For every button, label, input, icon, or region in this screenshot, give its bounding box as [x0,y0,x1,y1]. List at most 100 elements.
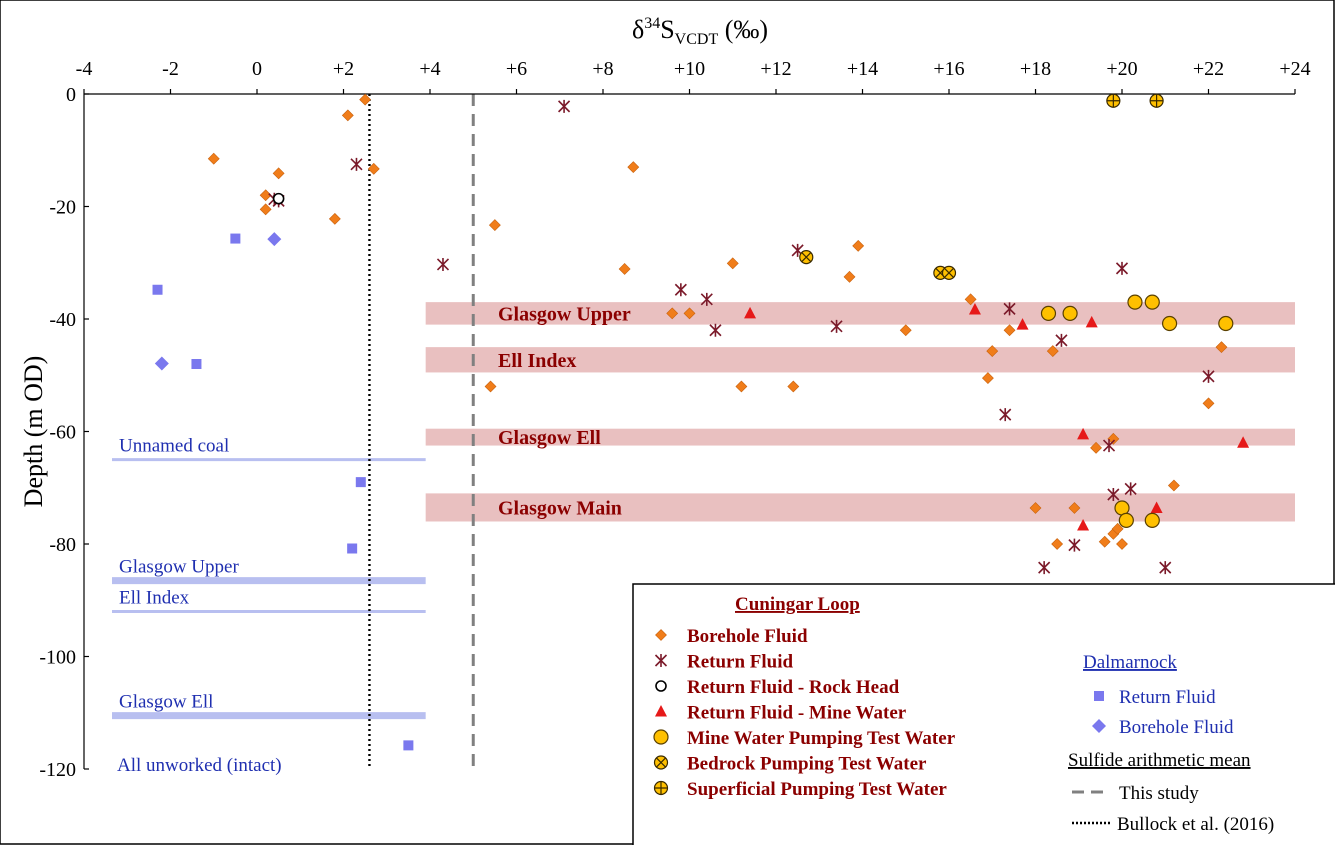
data-point [558,99,571,113]
y-axis: 0 -20 -40 -60 -80 -100 -120 [39,84,89,781]
data-point [964,293,977,306]
data-point-cross [944,267,954,278]
data-point [618,263,631,275]
x-tick-label: +22 [1193,58,1224,80]
legend-label: Return Fluid - Mine Water [687,703,907,724]
y-tick-label: -60 [49,422,76,444]
data-point [230,233,241,244]
legend-marker [655,680,667,692]
data-point [1237,436,1250,448]
x-tick-label: +8 [592,58,613,80]
data-point [726,257,739,270]
x-axis-title: δ34SVCDT (‰) [632,15,768,48]
data-point-plus [1106,94,1120,108]
x-title-sub: VCDT [675,31,719,48]
data-point [191,359,202,369]
legend-label: Bedrock Pumping Test Water [687,754,927,775]
data-point [1068,538,1081,552]
x-tick-label: +4 [419,58,440,80]
data-point [700,292,713,306]
y-tick-label: -100 [39,647,76,669]
seam-band-label: Glasgow Upper [498,303,631,325]
data-point [1040,305,1057,321]
seam-band [425,302,1295,325]
series-cuningar-loop-return-fluid-rock-head [272,192,285,205]
legend-mean-title: Sulfide arithmetic mean [1068,750,1251,771]
data-point [1167,479,1180,492]
data-point [259,203,272,216]
x-tick-label: +16 [933,58,964,80]
data-point [1202,369,1215,383]
legend-label: Return Fluid - Rock Head [687,677,900,698]
data-point [207,152,220,165]
x-tick-label: +10 [674,58,705,80]
data-point [359,93,372,106]
legend-marker [655,629,667,641]
data-point [1003,324,1016,337]
data-point [1215,341,1228,354]
x-tick-label: -2 [162,58,179,80]
y-tick-label: -80 [49,534,76,556]
data-point [1062,305,1078,321]
series-dalmarnock-borehole-fluid [154,232,282,371]
data-point [1098,535,1111,548]
legend-cuningar-title: Cuningar Loop [735,594,860,615]
legend-label: Mine Water Pumping Test Water [687,728,956,749]
x-tick-label: 0 [252,58,262,80]
data-point-plus [1150,94,1164,108]
seam-bands: Glasgow Upper Ell Index Glasgow Ell Glasgow… [425,302,1295,522]
data-point [1051,538,1064,550]
y-tick-label: -120 [39,759,76,781]
x-title-s: S [660,15,674,44]
dalmarnock-seam-label: Glasgow Ell [119,692,213,713]
data-point [355,477,366,488]
data-point [1090,441,1102,454]
x-tick-label: +2 [333,58,354,80]
data-point [627,161,640,174]
data-point [1144,512,1160,528]
x-tick-label: +14 [847,58,878,80]
data-point [1077,518,1090,531]
data-point [1127,294,1143,310]
data-point [1055,333,1068,347]
legend-marker-cross [656,757,666,768]
data-point [1029,502,1042,514]
x-title-unit: (‰) [718,15,768,44]
data-point [341,109,354,122]
data-point [154,356,169,371]
data-point [744,306,757,319]
series-cuningar-loop-superficial-pumping-test-water [1106,93,1164,108]
legend-marker [1092,719,1106,733]
legend-label: Bullock et al. (2016) [1117,814,1274,835]
data-point [1102,439,1116,453]
legend-dalmarnock-title: Dalmarnock [1083,652,1177,673]
legend-label: This study [1119,783,1199,804]
seam-band [425,428,1295,446]
data-point [1115,261,1129,275]
data-point [488,219,501,231]
series-cuningar-loop-return-fluid-mine-water [744,302,1250,531]
data-point [852,239,865,252]
data-point [1016,318,1029,330]
data-point [843,270,856,283]
data-point-cross [801,252,812,263]
legend-label: Superficial Pumping Test Water [687,779,947,800]
data-point [403,740,414,751]
seam-band-label: Ell Index [498,350,576,372]
data-point [1085,315,1098,328]
x-axis: -4 -2 0 +2 +4 +6 +8 +10 +12 +14 +16 +18 +20 +22 +24 [76,58,1311,95]
data-point [350,157,363,171]
series-cuningar-loop-borehole-fluid [207,93,1228,550]
data-point [1077,427,1090,440]
legend-marker-plus [654,781,668,795]
seam-band-label: Glasgow Ell [498,427,601,449]
series-cuningar-loop-bedrock-pumping-test-water [799,250,957,280]
data-point [1107,432,1120,445]
data-point [982,372,994,384]
data-point [1118,512,1134,528]
mean-lines [368,94,475,769]
data-point [484,380,497,393]
dalmarnock-seams: Unnamed coal Glasgow Upper Ell Index Glasgo… [112,436,426,776]
x-tick-label: +12 [760,58,791,80]
